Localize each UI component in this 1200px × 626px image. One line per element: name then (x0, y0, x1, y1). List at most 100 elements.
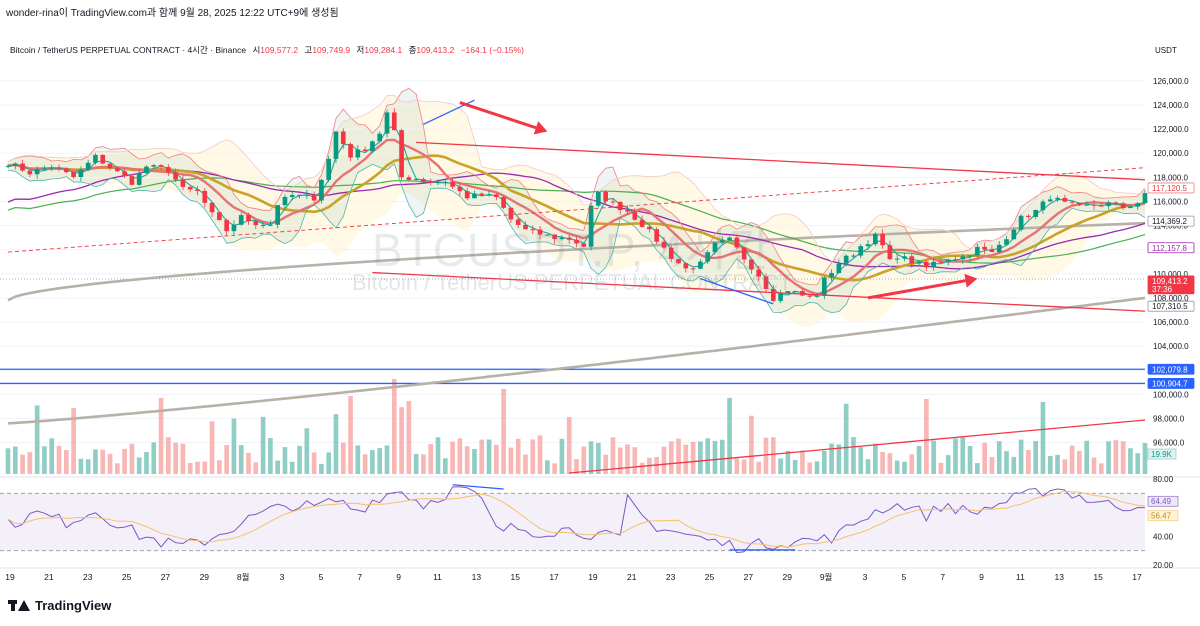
candle-body (384, 112, 390, 134)
rsi-tick-label: 20.00 (1153, 561, 1174, 570)
volume-bar (413, 453, 419, 474)
candle-body (355, 149, 361, 158)
candle-body (246, 215, 251, 222)
volume-bar (843, 403, 849, 474)
time-tick-label: 13 (472, 572, 482, 582)
candle-body (537, 229, 543, 235)
brand-name: TradingView (35, 598, 112, 613)
volume-bar (1011, 456, 1017, 474)
volume-bar (603, 454, 608, 474)
candle-body (705, 252, 711, 262)
candle-body (1018, 215, 1024, 230)
volume-bar (282, 447, 288, 474)
candle-body (34, 169, 40, 175)
candle-body (741, 247, 747, 260)
volume-bar (391, 379, 397, 474)
volume-pane (5, 379, 1148, 474)
volume-bar (107, 453, 113, 474)
close-label: 종 (408, 45, 417, 55)
level-1-badge (1147, 363, 1195, 375)
rsi-badge (1147, 495, 1179, 507)
time-tick-label: 25 (122, 572, 132, 582)
candle-body (377, 133, 383, 142)
rsi-ma-value-label: 56.47 (1151, 512, 1172, 521)
volume-bar (442, 458, 448, 474)
volume-bar (428, 444, 434, 474)
ma-green-badge (1147, 215, 1195, 227)
candle-body (428, 181, 434, 183)
volume-bar (632, 447, 638, 474)
candle-body (814, 295, 820, 297)
candle-body (1026, 215, 1031, 217)
candle-body (304, 194, 310, 196)
currency-label[interactable]: USDT (1155, 46, 1177, 55)
candle-body (690, 268, 696, 270)
tradingview-logo[interactable]: TradingView (8, 598, 111, 613)
time-tick-label: 23 (666, 572, 676, 582)
volume-bar (187, 462, 193, 474)
candle-body (1084, 204, 1090, 206)
volume-bar (683, 444, 689, 474)
volume-bar (377, 448, 383, 474)
candle-body (719, 240, 725, 243)
volume-bar (924, 399, 929, 474)
time-tick-label: 11 (433, 572, 442, 582)
candle-body (1113, 202, 1119, 204)
candle-body (727, 237, 732, 241)
volume-bar (945, 455, 951, 474)
time-tick-label: 25 (705, 572, 715, 582)
volume-bar (268, 438, 273, 474)
time-tick-label: 21 (627, 572, 637, 582)
volume-bar (705, 438, 711, 474)
volume-bar (71, 407, 76, 474)
volume-bar (450, 441, 455, 474)
volume-bar (246, 452, 251, 474)
volume-bar (734, 458, 740, 474)
high-label: 고 (304, 45, 313, 55)
candle-body (457, 186, 463, 192)
volume-bar (676, 438, 681, 474)
symbol-title[interactable]: Bitcoin / TetherUS PERPETUAL CONTRACT · … (10, 45, 247, 55)
candle-body (676, 259, 681, 264)
candle-body (851, 255, 856, 257)
candle-body (821, 277, 827, 296)
volume-bar (202, 461, 208, 474)
candle-body (734, 237, 740, 248)
rsi-tick-label: 40.00 (1153, 532, 1174, 541)
time-tick-label: 15 (1093, 572, 1103, 582)
volume-bar (275, 460, 281, 474)
candle-body (42, 168, 47, 170)
volume-bar (661, 446, 667, 474)
level-2-badge (1147, 378, 1195, 389)
low-label: 저 (356, 45, 365, 55)
symbol-legend: Bitcoin / TetherUS PERPETUAL CONTRACT · … (10, 44, 524, 56)
tradingview-logo-icon (8, 600, 30, 611)
volume-bar (114, 463, 120, 474)
candle-body (348, 144, 353, 158)
time-tick-label: 9 (396, 572, 401, 582)
candle-body (362, 149, 368, 152)
volume-bar (785, 450, 791, 474)
candle-body (27, 170, 33, 175)
volume-bar (530, 439, 536, 474)
candle-body (333, 131, 339, 159)
volume-bar (217, 460, 222, 474)
volume-bar (566, 417, 572, 474)
candle-body (661, 241, 667, 248)
volume-bar (931, 440, 936, 474)
volume-bar (486, 439, 492, 474)
candle-body (319, 179, 324, 201)
volume-bar (625, 444, 630, 474)
bollinger-lower (7, 163, 1146, 313)
last-price-badge (1147, 275, 1195, 295)
candle-body (552, 234, 557, 240)
volume-bar (340, 442, 346, 474)
volume-bar (493, 444, 499, 474)
candle-body (501, 197, 506, 208)
candle-body (311, 194, 317, 201)
volume-bar (617, 447, 623, 474)
candle-body (78, 169, 84, 178)
candle-body (581, 243, 587, 247)
volume-badge (1147, 448, 1177, 460)
